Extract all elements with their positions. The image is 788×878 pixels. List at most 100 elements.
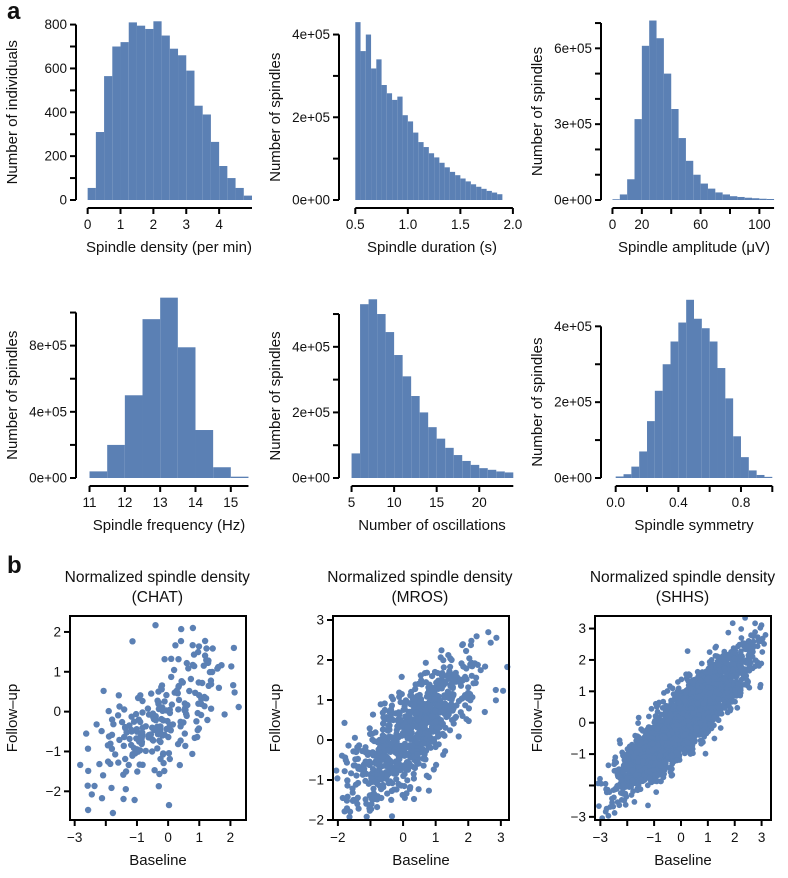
histogram-grid: 0 200 400 600 800 0 1 2 3 4 Spindle density (per m… <box>0 4 788 554</box>
histogram-spindle-symmetry: 0e+00 2e+05 4e+05 0.0 0.4 0.8 Spindle symmetry… <box>525 282 788 554</box>
histogram-spindle-frequency: 0e+00 4e+05 8e+05 11 12 13 14 15 Spindle frequen… <box>0 282 263 554</box>
scatter-mros: Normalized spindle density (MROS) −2 0 1 2 3… <box>263 554 526 876</box>
scatter-mros-plot: −2 0 1 2 3 −2 −1 0 1 2 3 Baseline Follow–up <box>267 613 510 869</box>
svg-text:3e+05: 3e+05 <box>554 117 592 132</box>
svg-text:1: 1 <box>432 830 440 845</box>
svg-text:2: 2 <box>150 217 158 232</box>
svg-text:−3: −3 <box>593 830 608 845</box>
svg-text:−1: −1 <box>647 830 662 845</box>
svg-text:2.0: 2.0 <box>503 217 522 232</box>
svg-text:60: 60 <box>693 217 708 232</box>
title-line: (SHHS) <box>655 589 710 606</box>
histogram-spindle-duration-plot: 0e+00 2e+05 4e+05 0.5 1.0 1.5 2.0 Spindle durat… <box>267 22 522 256</box>
svg-text:2: 2 <box>731 830 739 845</box>
histogram-spindle-density: 0 200 400 600 800 0 1 2 3 4 Spindle density (per m… <box>0 4 263 276</box>
histogram-spindle-amplitude: 0e+00 3e+05 6e+05 0 20 60 100 Spindle amplitude… <box>525 4 788 276</box>
scatter-shhs: Normalized spindle density (SHHS) −3 −1 0 1… <box>525 554 788 876</box>
svg-text:15: 15 <box>223 495 238 510</box>
scatter-chat-title: Normalized spindle density (CHAT) <box>0 568 263 608</box>
svg-text:Spindle density (per min): Spindle density (per min) <box>86 239 252 256</box>
svg-text:12: 12 <box>117 495 132 510</box>
svg-text:0.4: 0.4 <box>669 495 688 510</box>
histogram-number-of-oscillations-plot: 0e+00 2e+05 4e+05 5 10 15 20 Number of oscillat… <box>267 299 513 534</box>
svg-text:2e+05: 2e+05 <box>292 405 330 420</box>
svg-text:1: 1 <box>196 830 204 845</box>
svg-text:0: 0 <box>579 715 587 730</box>
svg-text:Spindle frequency (Hz): Spindle frequency (Hz) <box>93 517 246 534</box>
svg-text:11: 11 <box>83 495 97 510</box>
title-line: (CHAT) <box>131 589 183 606</box>
svg-text:0e+00: 0e+00 <box>292 193 330 208</box>
svg-text:−2: −2 <box>330 830 345 845</box>
panel-a-label: a <box>7 0 21 25</box>
svg-text:400: 400 <box>44 105 67 120</box>
title-line: Normalized spindle density <box>327 569 513 586</box>
svg-text:Baseline: Baseline <box>392 852 450 869</box>
svg-text:Number of spindles: Number of spindles <box>267 53 284 182</box>
svg-text:2: 2 <box>316 653 324 668</box>
svg-text:−2: −2 <box>46 784 61 799</box>
svg-text:1.0: 1.0 <box>398 217 417 232</box>
svg-text:0: 0 <box>677 830 685 845</box>
svg-text:2: 2 <box>464 830 472 845</box>
svg-text:2: 2 <box>53 624 61 639</box>
svg-text:5: 5 <box>347 495 355 510</box>
svg-text:0e+00: 0e+00 <box>29 471 67 486</box>
svg-text:3: 3 <box>579 621 587 636</box>
svg-text:Baseline: Baseline <box>129 852 187 869</box>
svg-text:Number of spindles: Number of spindles <box>4 331 21 460</box>
svg-text:200: 200 <box>44 149 67 164</box>
svg-text:−3: −3 <box>571 809 586 824</box>
svg-text:0: 0 <box>164 830 172 845</box>
scatter-chat-plot: −3 −1 0 1 2 −2 −1 0 1 2 Baseline Follow–up <box>4 615 247 869</box>
svg-text:4e+05: 4e+05 <box>292 339 330 354</box>
svg-text:2: 2 <box>227 830 235 845</box>
panel-a: a 0 200 400 600 800 0 1 2 3 4 Spindle density (per… <box>0 0 788 554</box>
svg-text:8e+05: 8e+05 <box>29 338 67 353</box>
svg-text:Spindle symmetry: Spindle symmetry <box>635 517 755 534</box>
svg-text:0: 0 <box>53 704 61 719</box>
svg-text:100: 100 <box>748 217 771 232</box>
svg-text:4e+05: 4e+05 <box>29 404 67 419</box>
svg-text:0.5: 0.5 <box>346 217 365 232</box>
panel-b: b Normalized spindle density (CHAT) −3 −1… <box>0 554 788 876</box>
svg-text:Follow–up: Follow–up <box>267 684 284 752</box>
svg-text:0: 0 <box>84 217 92 232</box>
svg-text:4e+05: 4e+05 <box>292 27 330 42</box>
svg-text:Number of oscillations: Number of oscillations <box>358 517 506 534</box>
svg-text:800: 800 <box>44 17 67 32</box>
svg-text:14: 14 <box>188 495 204 510</box>
scatter-shhs-plot: −3 −1 0 1 2 3 −3 −1 0 1 2 3 Baseline Follow–up <box>529 615 773 869</box>
svg-text:2e+05: 2e+05 <box>292 110 330 125</box>
histogram-spindle-frequency-plot: 0e+00 4e+05 8e+05 11 12 13 14 15 Spindle frequen… <box>4 297 249 534</box>
svg-text:Number of individuals: Number of individuals <box>4 40 21 184</box>
svg-text:2e+05: 2e+05 <box>554 395 592 410</box>
scatter-mros-title: Normalized spindle density (MROS) <box>263 568 526 608</box>
scatter-shhs-title: Normalized spindle density (SHHS) <box>525 568 788 608</box>
svg-text:20: 20 <box>635 217 650 232</box>
histogram-spindle-duration: 0e+00 2e+05 4e+05 0.5 1.0 1.5 2.0 Spindle durat… <box>263 4 526 276</box>
svg-text:Spindle duration (s): Spindle duration (s) <box>367 239 497 256</box>
svg-text:15: 15 <box>429 495 444 510</box>
title-line: Normalized spindle density <box>64 569 250 586</box>
svg-text:−1: −1 <box>129 830 144 845</box>
svg-text:1: 1 <box>117 217 125 232</box>
svg-text:6e+05: 6e+05 <box>554 41 592 56</box>
svg-text:3: 3 <box>497 830 505 845</box>
svg-text:0: 0 <box>399 830 407 845</box>
svg-text:4: 4 <box>215 217 223 232</box>
title-line: (MROS) <box>391 589 449 606</box>
scatter-grid: Normalized spindle density (CHAT) −3 −1 0 1… <box>0 554 788 876</box>
histogram-spindle-amplitude-plot: 0e+00 3e+05 6e+05 0 20 60 100 Spindle amplitude… <box>529 20 775 256</box>
svg-text:−3: −3 <box>67 830 82 845</box>
scatter-chat: Normalized spindle density (CHAT) −3 −1 0 1… <box>0 554 263 876</box>
svg-text:Number of spindles: Number of spindles <box>267 331 284 460</box>
svg-text:0: 0 <box>316 733 324 748</box>
svg-text:13: 13 <box>153 495 168 510</box>
svg-text:3: 3 <box>316 613 324 628</box>
svg-text:Follow–up: Follow–up <box>4 684 21 752</box>
svg-text:1: 1 <box>704 830 712 845</box>
svg-text:1: 1 <box>53 664 61 679</box>
svg-text:Spindle amplitude (μV): Spindle amplitude (μV) <box>618 239 770 256</box>
